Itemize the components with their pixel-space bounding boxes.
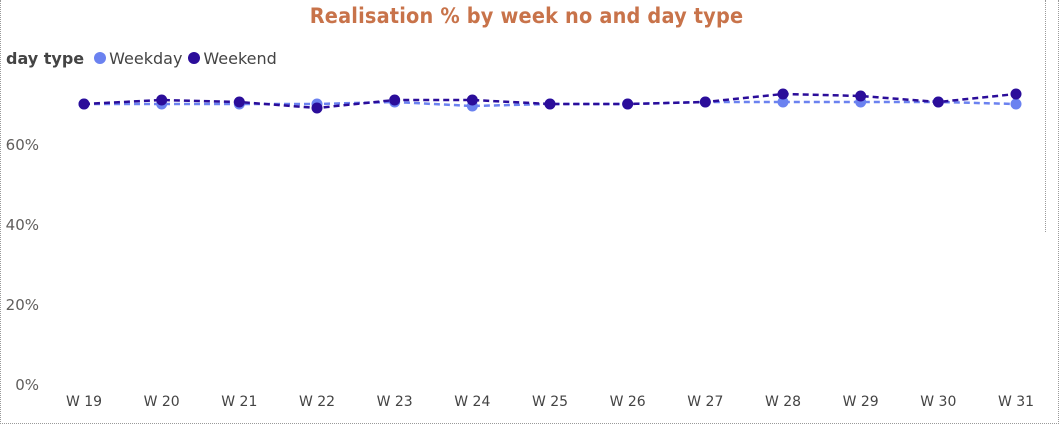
- legend-item-weekday[interactable]: Weekday: [94, 49, 182, 68]
- legend-dot-weekend: [188, 52, 201, 64]
- x-tick-label: W 31: [998, 394, 1034, 410]
- data-point-weekday[interactable]: [1010, 98, 1022, 110]
- data-point-weekend[interactable]: [156, 94, 168, 106]
- legend: day type Weekday Weekend: [6, 48, 283, 68]
- data-point-weekend[interactable]: [932, 96, 944, 108]
- x-tick-label: W 25: [532, 394, 568, 410]
- chart-title: Realisation % by week no and day type: [309, 4, 744, 28]
- data-point-weekend[interactable]: [233, 96, 245, 108]
- data-point-weekend[interactable]: [622, 98, 634, 110]
- data-point-weekend[interactable]: [311, 102, 323, 114]
- y-tick-label: 0%: [15, 376, 39, 394]
- x-tick-label: W 29: [843, 394, 879, 410]
- data-point-weekend[interactable]: [389, 94, 401, 106]
- x-tick-label: W 19: [66, 394, 102, 410]
- legend-label-weekday: Weekday: [109, 48, 183, 68]
- data-point-weekend[interactable]: [78, 98, 90, 110]
- visual-frame-divider: [1045, 0, 1046, 232]
- legend-dot-weekday: [94, 52, 107, 64]
- data-point-weekday[interactable]: [777, 96, 789, 108]
- x-tick-label: W 21: [221, 394, 257, 410]
- x-tick-label: W 22: [299, 394, 335, 410]
- x-tick-label: W 27: [687, 394, 723, 410]
- y-tick-label: 60%: [6, 136, 39, 154]
- legend-item-weekend[interactable]: Weekend: [188, 48, 277, 68]
- x-tick-label: W 24: [454, 394, 490, 410]
- x-tick-label: W 30: [920, 394, 956, 410]
- data-point-weekend[interactable]: [777, 88, 789, 100]
- x-tick-label: W 20: [144, 394, 180, 410]
- x-tick-label: W 28: [765, 394, 801, 410]
- legend-label-weekend: Weekend: [203, 48, 277, 68]
- data-point-weekend[interactable]: [466, 94, 478, 106]
- data-point-weekend[interactable]: [544, 98, 556, 110]
- data-point-weekend[interactable]: [1010, 88, 1022, 100]
- legend-title: day type: [6, 48, 85, 68]
- x-tick-label: W 23: [377, 394, 413, 410]
- y-tick-label: 20%: [6, 296, 39, 314]
- y-tick-label: 40%: [6, 216, 39, 234]
- x-tick-label: W 26: [610, 394, 646, 410]
- data-point-weekend[interactable]: [855, 90, 867, 102]
- data-point-weekend[interactable]: [699, 96, 711, 108]
